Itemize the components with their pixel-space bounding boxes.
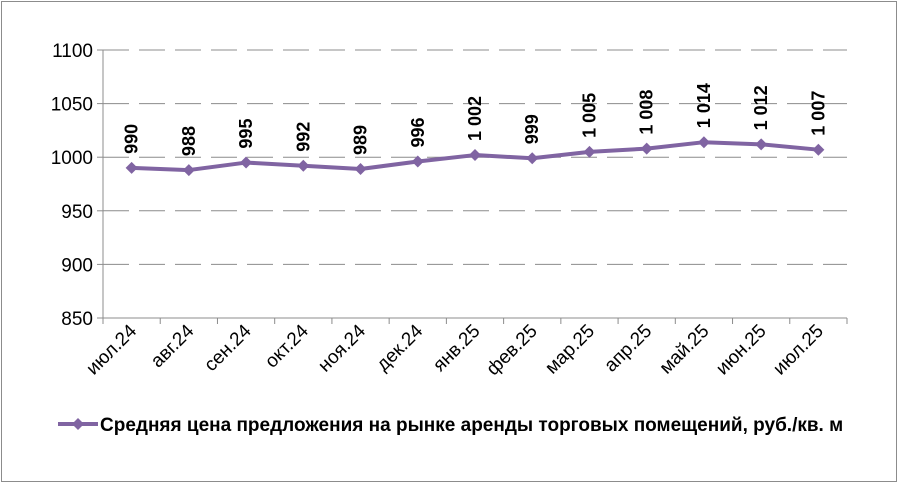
x-tick-label: июн.25 bbox=[712, 321, 771, 380]
x-tick-label: окт.24 bbox=[261, 320, 313, 372]
data-point bbox=[125, 161, 138, 174]
legend-marker bbox=[72, 418, 84, 430]
x-tick-label: сен.24 bbox=[200, 320, 255, 375]
data-point bbox=[411, 155, 424, 168]
axes bbox=[102, 50, 848, 324]
data-label: 990 bbox=[122, 124, 142, 154]
data-label: 1 002 bbox=[465, 96, 485, 141]
data-point bbox=[812, 143, 825, 156]
y-tick-labels: 850 900 950 1000 1050 1100 bbox=[51, 41, 93, 330]
y-tick-label: 950 bbox=[61, 202, 93, 223]
data-label: 1 012 bbox=[751, 85, 771, 130]
legend bbox=[58, 418, 98, 430]
data-labels: 990 988 995 992 989 996 1 002 999 1 005 1 008 1 01… bbox=[122, 83, 829, 156]
x-tick-label: апр.25 bbox=[600, 321, 656, 377]
data-point bbox=[526, 152, 539, 165]
x-tick-label: авг.24 bbox=[147, 320, 199, 372]
data-label: 1 007 bbox=[808, 91, 828, 136]
data-label: 992 bbox=[293, 122, 313, 152]
data-point bbox=[354, 162, 367, 175]
data-label: 999 bbox=[522, 114, 542, 144]
data-label: 996 bbox=[408, 117, 428, 147]
data-point bbox=[755, 138, 768, 151]
data-label: 989 bbox=[351, 125, 371, 155]
x-tick-label: мар.25 bbox=[541, 321, 599, 379]
data-label: 1 005 bbox=[579, 93, 599, 138]
data-label: 1 014 bbox=[694, 83, 714, 128]
y-tick-label: 1050 bbox=[51, 95, 93, 116]
x-tick-label: дек.24 bbox=[373, 320, 428, 375]
y-tick-label: 900 bbox=[61, 255, 93, 276]
legend-label: Средняя цена предложения на рынке аренды… bbox=[100, 415, 844, 436]
data-label: 995 bbox=[236, 119, 256, 149]
x-tick-labels: июл.24 авг.24 сен.24 окт.24 ноя.24 дек.24 янв.… bbox=[82, 320, 827, 380]
data-point bbox=[297, 159, 310, 172]
data-point bbox=[697, 136, 710, 149]
data-point bbox=[469, 149, 481, 162]
y-tick-label: 1000 bbox=[51, 148, 93, 169]
data-point bbox=[640, 142, 653, 155]
data-point bbox=[583, 145, 596, 158]
data-label: 988 bbox=[179, 126, 199, 156]
y-tick-label: 1100 bbox=[52, 41, 93, 62]
x-tick-label: июл.25 bbox=[769, 321, 828, 380]
x-tick-label: янв.25 bbox=[429, 321, 484, 376]
series-markers bbox=[125, 136, 825, 177]
x-tick-label: фев.25 bbox=[483, 321, 542, 380]
data-label: 1 008 bbox=[637, 90, 657, 135]
gridlines bbox=[97, 49, 847, 319]
x-tick-label: май.25 bbox=[656, 321, 714, 379]
y-tick-label: 850 bbox=[61, 309, 93, 330]
data-point bbox=[240, 156, 253, 169]
data-point bbox=[182, 164, 195, 177]
x-tick-label: ноя.24 bbox=[314, 320, 370, 376]
